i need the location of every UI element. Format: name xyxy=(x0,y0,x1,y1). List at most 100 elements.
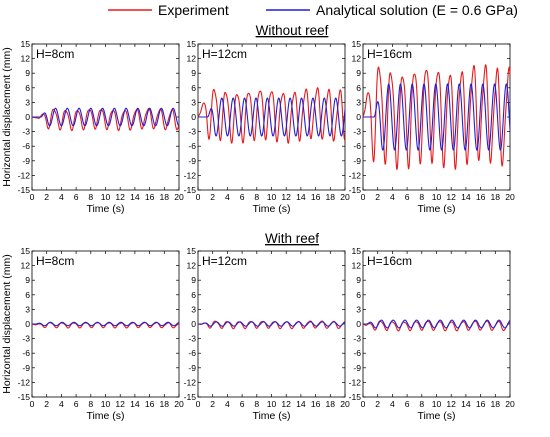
x-tick-label: 20 xyxy=(340,192,350,202)
series-line-experiment xyxy=(31,321,180,329)
y-tick-label: 0 xyxy=(356,319,361,329)
x-tick-label: 6 xyxy=(74,399,79,409)
y-tick-label: 6 xyxy=(191,83,196,93)
y-tick-label: -6 xyxy=(22,141,30,151)
x-tick-label: 12 xyxy=(446,399,456,409)
series-line-analytical xyxy=(197,97,346,137)
x-tick-label: 4 xyxy=(225,192,230,202)
y-tick-label: -6 xyxy=(22,348,30,358)
y-axis-title: Horizontal displacement (mm) xyxy=(1,47,13,186)
x-tick-label: 18 xyxy=(491,399,501,409)
y-tick-label: 12 xyxy=(351,261,361,271)
x-tick-label: 4 xyxy=(390,192,395,202)
x-tick-label: 8 xyxy=(254,192,259,202)
y-tick-label: -9 xyxy=(188,363,196,373)
y-tick-label: -12 xyxy=(349,170,362,180)
y-tick-label: -15 xyxy=(18,392,31,402)
x-axis-title: Time (s) xyxy=(417,410,455,422)
y-tick-label: 15 xyxy=(351,246,361,256)
y-tick-label: 12 xyxy=(186,261,196,271)
x-tick-label: 6 xyxy=(405,399,410,409)
x-tick-label: 10 xyxy=(267,192,277,202)
y-tick-label: 3 xyxy=(25,97,30,107)
section-title-with-reef: With reef xyxy=(265,231,319,246)
y-tick-label: 6 xyxy=(191,290,196,300)
plot-frame xyxy=(197,43,346,191)
x-tick-label: 16 xyxy=(145,192,155,202)
series-line-analytical xyxy=(197,321,346,327)
y-tick-label: 15 xyxy=(20,246,30,256)
y-tick-label: 6 xyxy=(356,290,361,300)
y-tick-label: 15 xyxy=(186,246,196,256)
x-axis-title: Time (s) xyxy=(86,410,124,422)
y-tick-label: -3 xyxy=(22,334,30,344)
y-tick-label: 6 xyxy=(25,290,30,300)
x-tick-label: 10 xyxy=(101,399,111,409)
x-tick-label: 4 xyxy=(59,399,64,409)
x-tick-label: 2 xyxy=(44,399,49,409)
x-tick-label: 6 xyxy=(240,399,245,409)
x-tick-label: 20 xyxy=(174,399,184,409)
y-axis-title: Horizontal displacement (mm) xyxy=(1,254,13,393)
y-tick-label: -15 xyxy=(349,185,362,195)
legend-experiment-label: Experiment xyxy=(158,2,229,18)
y-tick-label: -12 xyxy=(18,377,31,387)
x-tick-label: 18 xyxy=(160,192,170,202)
legend: Experiment Analytical solution (E = 0.6 … xyxy=(108,2,518,18)
series-line-analytical xyxy=(362,319,511,329)
y-tick-label: 12 xyxy=(351,54,361,64)
x-tick-label: 18 xyxy=(326,192,336,202)
x-axis-title: Time (s) xyxy=(252,203,290,215)
panel-label: H=12cm xyxy=(202,254,247,268)
y-tick-label: -3 xyxy=(188,334,196,344)
x-tick-label: 16 xyxy=(311,399,321,409)
x-tick-label: 0 xyxy=(30,399,35,409)
y-tick-label: -6 xyxy=(188,348,196,358)
y-tick-label: 9 xyxy=(356,68,361,78)
y-tick-label: 9 xyxy=(191,68,196,78)
y-tick-label: -12 xyxy=(18,170,31,180)
y-tick-label: 3 xyxy=(191,97,196,107)
x-tick-label: 8 xyxy=(88,192,93,202)
series-line-analytical xyxy=(31,107,180,127)
y-tick-label: -3 xyxy=(353,127,361,137)
x-tick-label: 10 xyxy=(267,399,277,409)
x-tick-label: 0 xyxy=(361,399,366,409)
y-tick-label: 9 xyxy=(25,68,30,78)
panel-label: H=8cm xyxy=(36,254,74,268)
x-tick-label: 20 xyxy=(505,192,515,202)
y-tick-label: -9 xyxy=(353,156,361,166)
x-tick-label: 0 xyxy=(30,192,35,202)
x-tick-label: 14 xyxy=(296,192,306,202)
y-tick-label: 3 xyxy=(356,304,361,314)
x-tick-label: 12 xyxy=(446,192,456,202)
panel-label: H=16cm xyxy=(367,47,412,61)
series-line-experiment xyxy=(362,64,511,171)
legend-analytical-label: Analytical solution (E = 0.6 GPa) xyxy=(316,2,518,18)
x-tick-label: 20 xyxy=(340,399,350,409)
x-tick-label: 8 xyxy=(254,399,259,409)
y-tick-label: -15 xyxy=(18,185,31,195)
y-tick-label: 9 xyxy=(191,275,196,285)
y-tick-label: -15 xyxy=(184,392,197,402)
y-tick-label: 0 xyxy=(25,112,30,122)
y-tick-label: -15 xyxy=(349,392,362,402)
y-tick-label: -6 xyxy=(353,348,361,358)
x-tick-label: 12 xyxy=(115,192,125,202)
x-tick-label: 14 xyxy=(130,399,140,409)
x-tick-label: 18 xyxy=(491,192,501,202)
y-tick-label: 15 xyxy=(20,39,30,49)
y-tick-label: 0 xyxy=(191,112,196,122)
series-line-experiment xyxy=(197,87,346,144)
y-tick-label: -15 xyxy=(184,185,197,195)
x-tick-label: 2 xyxy=(210,192,215,202)
y-tick-label: -9 xyxy=(353,363,361,373)
y-tick-label: 12 xyxy=(20,261,30,271)
y-tick-label: 9 xyxy=(25,275,30,285)
x-tick-label: 0 xyxy=(196,192,201,202)
